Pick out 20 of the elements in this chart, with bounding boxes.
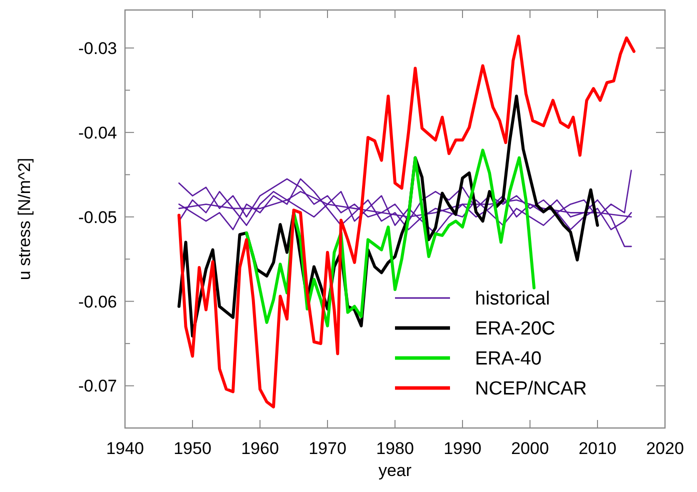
y-tick-label: -0.06 bbox=[78, 292, 117, 312]
y-tick-label: -0.05 bbox=[78, 208, 117, 227]
y-tick-label: -0.04 bbox=[78, 123, 117, 142]
y-tick-label: -0.07 bbox=[78, 376, 117, 396]
x-tick-label: 1970 bbox=[308, 439, 346, 458]
x-axis-title: year bbox=[378, 461, 412, 480]
x-tick-label: 2020 bbox=[646, 439, 684, 458]
x-tick-label: 1980 bbox=[376, 439, 414, 458]
legend-label: NCEP/NCAR bbox=[475, 378, 587, 400]
x-tick-label: 1940 bbox=[106, 439, 144, 458]
legend-label: ERA-20C bbox=[475, 318, 556, 340]
legend-label: historical bbox=[475, 288, 550, 310]
x-tick-label: 1960 bbox=[241, 439, 279, 458]
legend-label: ERA-40 bbox=[475, 348, 542, 370]
y-tick-label: -0.03 bbox=[78, 38, 117, 58]
y-axis-title: u stress [N/m^2] bbox=[15, 158, 34, 280]
x-tick-label: 2000 bbox=[511, 439, 549, 458]
x-tick-label: 1990 bbox=[444, 439, 482, 458]
x-tick-label: 2010 bbox=[578, 439, 616, 458]
x-tick-label: 1950 bbox=[174, 439, 212, 458]
